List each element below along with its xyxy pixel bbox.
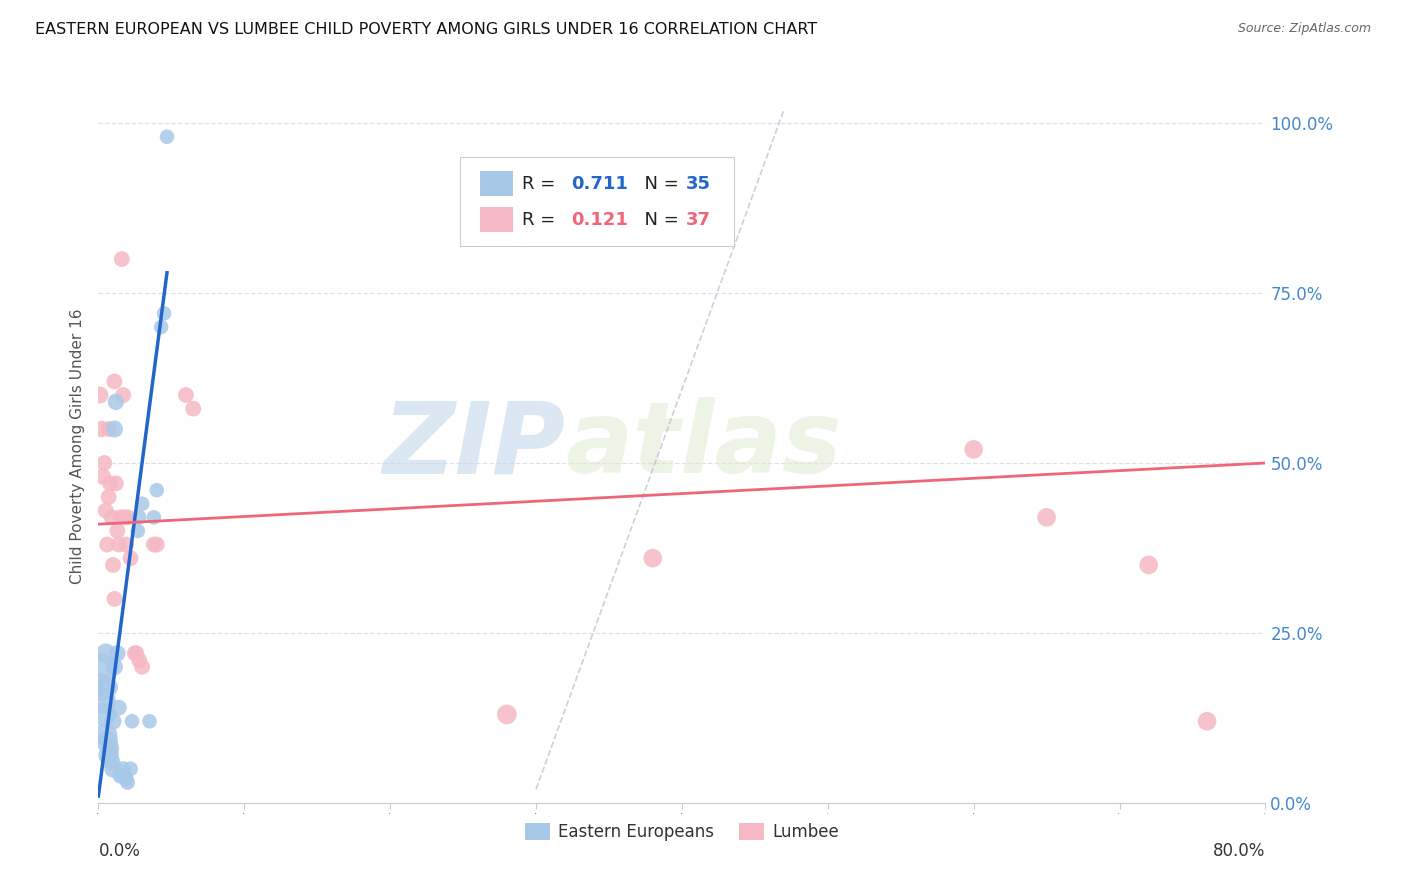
Point: [110, 510, 132, 524]
Point: [101, 762, 124, 776]
Point: [96, 537, 118, 551]
Point: [93, 456, 115, 470]
Point: [115, 537, 138, 551]
Point: [125, 646, 148, 660]
Point: [101, 714, 124, 729]
Point: [115, 772, 138, 786]
Point: [128, 653, 150, 667]
Point: [641, 551, 664, 566]
Point: [153, 306, 176, 320]
Point: [100, 755, 122, 769]
Point: [90, 680, 112, 694]
Point: [156, 129, 179, 144]
Point: [97, 680, 120, 694]
Text: 35: 35: [685, 175, 710, 193]
Point: [101, 558, 124, 572]
Point: [117, 510, 139, 524]
Legend: Eastern Europeans, Lumbee: Eastern Europeans, Lumbee: [517, 816, 846, 848]
Point: [112, 388, 135, 402]
Point: [94, 646, 117, 660]
Text: EASTERN EUROPEAN VS LUMBEE CHILD POVERTY AMONG GIRLS UNDER 16 CORRELATION CHART: EASTERN EUROPEAN VS LUMBEE CHILD POVERTY…: [35, 22, 817, 37]
Point: [97, 748, 120, 763]
Point: [138, 714, 160, 729]
Point: [496, 707, 519, 722]
Text: atlas: atlas: [565, 398, 842, 494]
Point: [112, 762, 135, 776]
Point: [104, 476, 127, 491]
Point: [104, 394, 127, 409]
Point: [146, 483, 169, 498]
Point: [97, 490, 120, 504]
Bar: [479, 170, 513, 196]
Point: [146, 537, 169, 551]
Point: [120, 551, 142, 566]
Text: R =: R =: [522, 211, 561, 228]
Text: 37: 37: [685, 211, 710, 228]
Bar: [479, 207, 513, 233]
Text: 80.0%: 80.0%: [1213, 842, 1265, 860]
Point: [100, 510, 122, 524]
FancyBboxPatch shape: [460, 157, 734, 246]
Point: [91, 694, 114, 708]
Point: [98, 741, 121, 756]
Point: [181, 401, 204, 416]
Point: [117, 775, 139, 789]
Point: [103, 422, 125, 436]
Point: [97, 422, 120, 436]
Point: [89, 388, 111, 402]
Text: 0.711: 0.711: [571, 175, 628, 193]
Point: [124, 646, 146, 660]
Point: [93, 707, 115, 722]
Point: [121, 714, 143, 729]
Point: [103, 660, 125, 674]
Point: [94, 728, 117, 742]
Point: [127, 524, 149, 538]
Point: [114, 769, 136, 783]
Point: [1035, 510, 1057, 524]
Text: Source: ZipAtlas.com: Source: ZipAtlas.com: [1237, 22, 1371, 36]
Point: [131, 497, 153, 511]
Text: N =: N =: [633, 211, 685, 228]
Point: [111, 769, 134, 783]
Point: [94, 503, 117, 517]
Point: [108, 537, 131, 551]
Point: [111, 252, 134, 266]
Point: [142, 537, 165, 551]
Point: [103, 591, 125, 606]
Point: [89, 663, 111, 677]
Point: [174, 388, 197, 402]
Point: [103, 375, 125, 389]
Point: [1137, 558, 1160, 572]
Point: [962, 442, 984, 457]
Point: [98, 476, 121, 491]
Point: [120, 762, 142, 776]
Point: [105, 524, 128, 538]
Point: [128, 510, 150, 524]
Point: [96, 734, 118, 748]
Text: 0.0%: 0.0%: [98, 842, 141, 860]
Text: ZIP: ZIP: [382, 398, 565, 494]
Point: [108, 700, 131, 714]
Point: [105, 646, 128, 660]
Point: [142, 510, 165, 524]
Point: [150, 320, 173, 334]
Text: R =: R =: [522, 175, 561, 193]
Y-axis label: Child Poverty Among Girls Under 16: Child Poverty Among Girls Under 16: [69, 309, 84, 583]
Text: N =: N =: [633, 175, 685, 193]
Point: [110, 769, 132, 783]
Point: [91, 469, 114, 483]
Point: [90, 422, 112, 436]
Point: [114, 510, 136, 524]
Point: [131, 660, 153, 674]
Text: 0.121: 0.121: [571, 211, 628, 228]
Point: [1195, 714, 1218, 729]
